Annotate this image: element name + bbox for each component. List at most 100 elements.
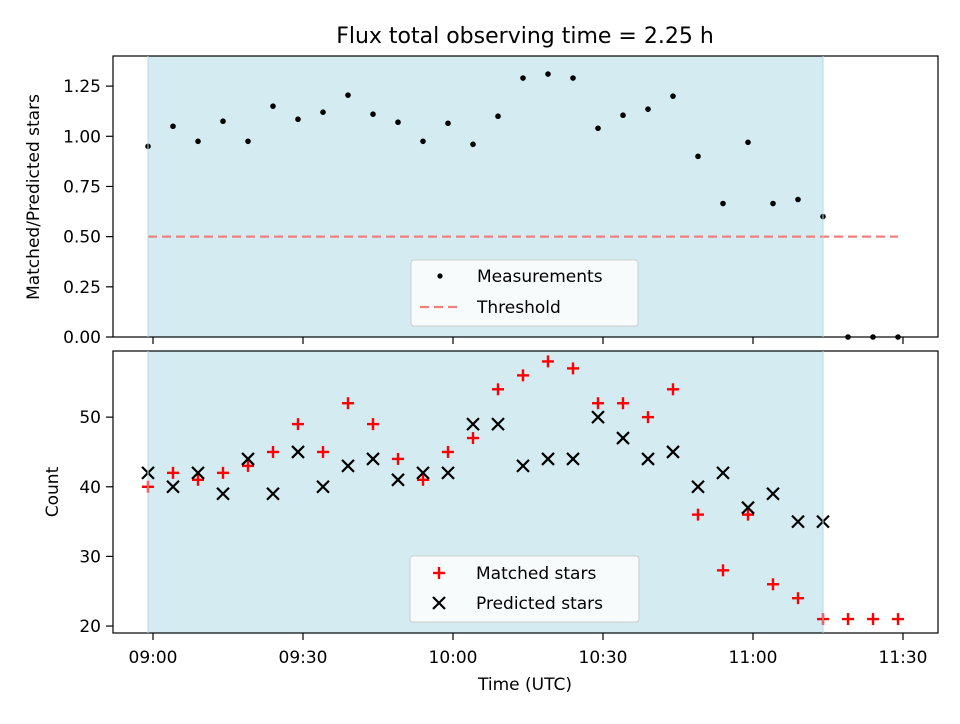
top-ytick-label: 1.00 bbox=[63, 127, 101, 147]
matched-star-point bbox=[467, 432, 479, 445]
matched-star-point bbox=[217, 466, 229, 479]
measurement-point bbox=[270, 103, 276, 109]
top-legend-box bbox=[410, 259, 639, 327]
matched-star-point bbox=[392, 452, 404, 465]
measurement-point bbox=[595, 125, 601, 132]
top-legend: Measurements Threshold bbox=[410, 259, 639, 327]
predicted-star-point bbox=[516, 459, 530, 473]
predicted-star-point bbox=[441, 466, 455, 480]
bot-ytick-label: 20 bbox=[79, 617, 101, 637]
predicted-star-point bbox=[341, 459, 355, 473]
bot-ytick-label: 50 bbox=[79, 408, 101, 428]
legend-measurements-marker bbox=[437, 273, 443, 279]
matched-star-point bbox=[292, 418, 304, 431]
matched-star-point bbox=[642, 411, 654, 424]
measurement-point bbox=[345, 92, 351, 98]
matched-star-point bbox=[267, 445, 279, 458]
bot-xtick-label: 11:00 bbox=[729, 648, 778, 668]
top-measurement-points bbox=[145, 71, 901, 340]
top-axes-frame bbox=[112, 55, 939, 338]
predicted-star-point bbox=[391, 473, 405, 487]
bot-xtick-label: 09:00 bbox=[129, 648, 178, 668]
bot-xtick-label: 09:30 bbox=[279, 648, 328, 668]
matched-star-point bbox=[542, 355, 554, 368]
bottom-y-ticks: 20 30 40 50 bbox=[79, 408, 113, 637]
matched-star-point bbox=[717, 564, 729, 577]
measurement-point bbox=[695, 153, 701, 160]
matched-star-point bbox=[317, 445, 329, 458]
predicted-star-point bbox=[791, 514, 805, 529]
x-axis-label: Time (UTC) bbox=[477, 675, 572, 695]
matched-star-point bbox=[742, 508, 754, 521]
measurement-point bbox=[195, 138, 201, 145]
chart-title: Flux total observing time = 2.25 h bbox=[336, 24, 714, 49]
matched-star-point bbox=[517, 369, 529, 382]
measurement-point bbox=[445, 120, 451, 127]
measurement-point bbox=[745, 139, 751, 146]
matched-star-point bbox=[242, 459, 254, 472]
matched-star-point bbox=[792, 592, 804, 605]
matched-star-point bbox=[367, 418, 379, 431]
measurement-point bbox=[295, 116, 301, 123]
measurement-point bbox=[620, 112, 626, 119]
predicted-star-point bbox=[541, 452, 555, 466]
measurement-point bbox=[720, 200, 726, 207]
top-ytick-label: 1.25 bbox=[63, 77, 101, 97]
measurement-point bbox=[320, 109, 326, 115]
legend-predicted-label: Predicted stars bbox=[476, 594, 603, 614]
predicted-star-point bbox=[566, 452, 580, 466]
predicted-star-point bbox=[641, 452, 655, 466]
legend-threshold-label: Threshold bbox=[476, 298, 561, 318]
matched-star-point bbox=[342, 397, 354, 410]
top-ytick-label: 0.00 bbox=[63, 328, 101, 348]
measurement-point bbox=[545, 71, 551, 77]
matched-star-point bbox=[442, 445, 454, 458]
predicted-star-point bbox=[741, 500, 755, 515]
measurement-point bbox=[795, 196, 801, 203]
matched-star-point bbox=[492, 383, 504, 396]
bottom-legend-box bbox=[409, 555, 640, 623]
top-ytick-label: 0.75 bbox=[63, 177, 101, 197]
legend-predicted-marker bbox=[432, 596, 446, 610]
predicted-star-point bbox=[766, 486, 780, 501]
predicted-star-point bbox=[691, 479, 705, 494]
matched-star-point bbox=[867, 613, 879, 626]
measurement-point bbox=[645, 106, 651, 112]
matched-star-point bbox=[592, 397, 604, 410]
legend-matched-marker bbox=[433, 567, 445, 579]
top-y-axis-label: Matched/Predicted stars bbox=[24, 94, 44, 300]
measurement-point bbox=[495, 113, 501, 120]
matched-star-point bbox=[167, 466, 179, 479]
predicted-star-point bbox=[266, 486, 280, 501]
bot-xtick-label: 10:30 bbox=[579, 648, 628, 668]
matched-star-point bbox=[767, 578, 779, 591]
measurement-point bbox=[220, 118, 226, 125]
bottom-axes-frame bbox=[112, 350, 939, 634]
measurement-point bbox=[670, 93, 676, 99]
measurement-point bbox=[520, 75, 526, 81]
top-y-ticks: 0.00 0.25 0.50 0.75 1.00 1.25 bbox=[63, 77, 113, 348]
predicted-star-point bbox=[191, 466, 205, 480]
predicted-star-point bbox=[416, 466, 430, 480]
matched-star-point bbox=[617, 397, 629, 410]
matched-star-point bbox=[417, 473, 429, 486]
measurement-point bbox=[420, 138, 426, 145]
measurement-point bbox=[770, 200, 776, 207]
predicted-star-point bbox=[491, 417, 505, 431]
bot-xtick-label: 10:00 bbox=[429, 648, 478, 668]
matched-star-point bbox=[692, 508, 704, 521]
predicted-star-point bbox=[316, 479, 330, 494]
measurement-point bbox=[395, 119, 401, 126]
predicted-star-point bbox=[466, 417, 480, 431]
top-ytick-label: 0.25 bbox=[63, 278, 101, 298]
matched-star-point bbox=[567, 362, 579, 375]
predicted-star-point bbox=[616, 431, 630, 445]
predicted-star-point bbox=[716, 466, 730, 480]
bottom-x-ticks: 09:00 09:30 10:00 10:30 11:00 11:30 bbox=[129, 633, 928, 668]
predicted-star-point bbox=[241, 452, 255, 466]
predicted-star-point bbox=[216, 486, 230, 501]
bot-xtick-label: 11:30 bbox=[879, 648, 928, 668]
bottom-legend: Matched stars Predicted stars bbox=[409, 555, 640, 623]
